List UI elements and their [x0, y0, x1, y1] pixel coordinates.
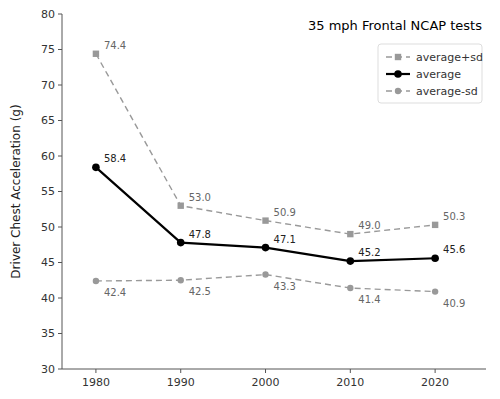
series-marker [347, 285, 353, 291]
y-tick-label: 35 [41, 327, 55, 340]
data-label: 47.1 [274, 234, 296, 245]
y-tick-label: 30 [41, 363, 55, 376]
data-label: 53.0 [189, 192, 211, 203]
y-tick [58, 262, 62, 263]
x-tick [180, 369, 181, 373]
data-label: 43.3 [274, 281, 296, 292]
legend-marker [395, 54, 401, 60]
x-tick-label: 2020 [421, 376, 449, 389]
x-tick-label: 1980 [82, 376, 110, 389]
series-marker [93, 278, 99, 284]
y-tick [58, 49, 62, 50]
x-tick-label: 2010 [336, 376, 364, 389]
y-tick [58, 156, 62, 157]
y-tick [58, 85, 62, 86]
series-marker [432, 288, 438, 294]
data-label: 50.3 [443, 211, 465, 222]
series-marker [177, 239, 185, 247]
y-tick-label: 45 [41, 256, 55, 269]
y-tick [58, 333, 62, 334]
chart: 30 35 40 45 50 55 60 65 70 75 80 1980 1990 2000 2010 20… [0, 0, 500, 399]
series-marker [431, 254, 439, 262]
data-label: 42.4 [104, 287, 126, 298]
legend-label: average-sd [416, 85, 478, 98]
x-tick-label: 1990 [167, 376, 195, 389]
series-marker [178, 277, 184, 283]
data-label: 41.4 [358, 294, 380, 305]
y-tick-label: 80 [41, 8, 55, 21]
series-marker [178, 203, 184, 209]
data-label: 74.4 [104, 40, 126, 51]
series-line [96, 167, 435, 261]
x-tick [435, 369, 436, 373]
y-tick [58, 298, 62, 299]
series-marker [93, 51, 99, 57]
x-tick-label: 2000 [252, 376, 280, 389]
data-label: 49.0 [358, 220, 380, 231]
data-label: 47.8 [189, 229, 211, 240]
data-label: 45.2 [358, 247, 380, 258]
x-tick [265, 369, 266, 373]
y-tick-label: 50 [41, 221, 55, 234]
y-axis-label: Driver Chest Acceleration (g) [9, 104, 23, 278]
y-tick-label: 55 [41, 185, 55, 198]
series-marker [347, 257, 355, 265]
series-marker [92, 164, 100, 172]
title: 35 mph Frontal NCAP tests [308, 18, 482, 33]
legend: average+sd average average-sd [378, 44, 483, 103]
data-label: 45.6 [443, 244, 465, 255]
y-tick-label: 75 [41, 43, 55, 56]
y-tick [58, 14, 62, 15]
y-tick-label: 60 [41, 150, 55, 163]
x-axis-line [62, 369, 486, 370]
y-tick [58, 120, 62, 121]
series-marker [262, 217, 268, 223]
data-label: 42.5 [189, 286, 211, 297]
y-tick-label: 65 [41, 114, 55, 127]
legend-marker [394, 70, 402, 78]
y-tick-label: 40 [41, 292, 55, 305]
data-label: 50.9 [274, 207, 296, 218]
legend-box [378, 44, 482, 103]
y-tick [58, 227, 62, 228]
legend-marker [395, 88, 401, 94]
y-tick-label: 70 [41, 79, 55, 92]
data-label: 40.9 [443, 298, 465, 309]
legend-label: average+sd [416, 51, 483, 64]
x-tick [350, 369, 351, 373]
series-marker [262, 244, 270, 252]
data-label: 58.4 [104, 153, 126, 164]
x-tick [95, 369, 96, 373]
series-marker [262, 271, 268, 277]
series-marker [347, 231, 353, 237]
legend-label: average [416, 68, 461, 81]
y-tick [58, 191, 62, 192]
y-tick [58, 369, 62, 370]
series-marker [432, 222, 438, 228]
